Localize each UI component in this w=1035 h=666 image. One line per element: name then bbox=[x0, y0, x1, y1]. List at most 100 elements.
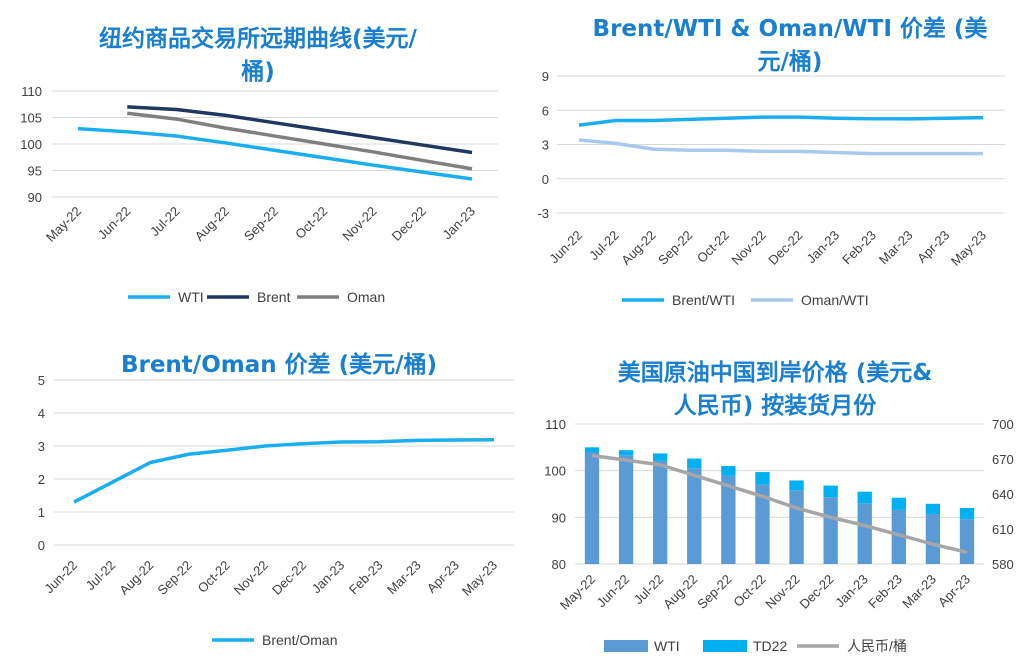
chart-futures-curve: 纽约商品交易所远期曲线(美元/ 桶) 90 95 100 105 110 May-22 J… bbox=[20, 25, 498, 305]
x-tick-label: Aug-22 bbox=[192, 204, 232, 244]
bar-wti bbox=[755, 484, 770, 564]
series-lines bbox=[73, 437, 495, 504]
y-axis-ticks: -3 0 3 6 9 bbox=[537, 69, 549, 221]
x-tick-label: Mar-23 bbox=[899, 572, 939, 612]
bar-wti bbox=[789, 490, 804, 564]
bar-td22 bbox=[721, 466, 736, 476]
x-tick-label: Jul-22 bbox=[83, 558, 119, 594]
legend-label: Oman bbox=[347, 289, 385, 305]
bar-td22 bbox=[823, 485, 838, 498]
series-line-oman-wti bbox=[578, 138, 983, 156]
x-tick-label: Nov-22 bbox=[729, 228, 769, 268]
x-tick-label: Jun-22 bbox=[95, 204, 134, 243]
bar-td22 bbox=[789, 480, 804, 491]
x-tick-label: May-22 bbox=[43, 204, 84, 245]
x-axis-ticks: May-22Jun-22Jul-22Aug-22Sep-22Oct-22Nov-… bbox=[557, 572, 973, 613]
x-tick-label: May-22 bbox=[557, 572, 598, 613]
y-tick-label: 4 bbox=[38, 406, 45, 421]
x-tick-label: Oct-22 bbox=[694, 228, 732, 266]
y-tick-label: 95 bbox=[28, 164, 42, 179]
series-line-wti bbox=[77, 126, 473, 181]
legend: WTI Brent Oman bbox=[128, 289, 385, 305]
legend: WTI TD22 人民币/桶 bbox=[604, 638, 907, 654]
y-tick-label: 2 bbox=[38, 472, 45, 487]
y-axis-ticks: 90 95 100 105 110 bbox=[20, 84, 42, 205]
gridlines bbox=[54, 379, 514, 546]
x-tick-label: Apr-23 bbox=[424, 558, 462, 596]
bar-td22 bbox=[891, 497, 906, 510]
legend-label: Brent/Oman bbox=[262, 632, 337, 648]
x-tick-label: Jan-23 bbox=[439, 204, 478, 243]
y-tick-label: 90 bbox=[552, 510, 566, 525]
x-tick-label: Aug-22 bbox=[618, 228, 658, 268]
gridlines bbox=[575, 423, 984, 565]
x-tick-label: Nov-22 bbox=[762, 572, 802, 612]
y-tick-label: 1 bbox=[38, 505, 45, 520]
legend: Brent/Oman bbox=[212, 632, 337, 648]
series-lines bbox=[77, 105, 473, 181]
y-axis-ticks: 0 1 2 3 4 5 bbox=[38, 373, 45, 553]
x-tick-label: Jan-23 bbox=[309, 558, 348, 597]
x-tick-label: Apr-23 bbox=[914, 228, 952, 266]
legend-label: TD22 bbox=[753, 638, 787, 654]
x-tick-label: Mar-23 bbox=[876, 228, 916, 268]
bar-td22 bbox=[584, 447, 600, 452]
y-tick-label: 0 bbox=[542, 172, 549, 187]
bar-wti bbox=[721, 475, 736, 564]
bar-wti bbox=[653, 460, 668, 564]
y-tick-label: 0 bbox=[38, 538, 45, 553]
x-tick-label: Jul-22 bbox=[147, 204, 183, 240]
x-tick-label: Oct-22 bbox=[195, 558, 233, 596]
chart-title-line-2: 人民币) 按装货月份 bbox=[674, 392, 878, 419]
series-lines bbox=[591, 453, 968, 555]
x-tick-label: Dec-22 bbox=[797, 572, 837, 612]
bar-wti bbox=[857, 503, 872, 564]
x-tick-label: Sep-22 bbox=[655, 228, 695, 268]
x-tick-label: Nov-22 bbox=[339, 204, 379, 244]
bars bbox=[584, 447, 975, 564]
x-tick-label: Aug-22 bbox=[660, 572, 700, 612]
y-tick-label: 5 bbox=[38, 373, 45, 388]
x-tick-label: Jun-22 bbox=[593, 572, 632, 611]
series-line-brent bbox=[127, 105, 473, 155]
bar-td22 bbox=[653, 453, 668, 461]
x-tick-label: Sep-22 bbox=[241, 204, 281, 244]
legend-label: Brent/WTI bbox=[672, 292, 735, 308]
x-tick-label: Feb-23 bbox=[839, 228, 879, 268]
chart-title: Brent/Oman 价差 (美元/桶) bbox=[121, 351, 437, 378]
y-tick-label: 9 bbox=[542, 69, 549, 84]
series-line-rmb bbox=[591, 453, 968, 555]
x-tick-label: Dec-22 bbox=[765, 228, 805, 268]
legend-label: Oman/WTI bbox=[801, 292, 869, 308]
y-tick-label: 90 bbox=[28, 190, 42, 205]
bar-wti bbox=[891, 509, 906, 564]
chart-title-line-2: 元/桶) bbox=[758, 49, 823, 75]
gridlines bbox=[52, 90, 498, 198]
x-tick-label: Apr-23 bbox=[935, 572, 973, 610]
bar-td22 bbox=[925, 503, 941, 515]
y2-tick-label: 610 bbox=[992, 522, 1014, 537]
series-lines bbox=[578, 115, 984, 156]
y-tick-label: 110 bbox=[545, 417, 566, 432]
x-tick-label: Jun-22 bbox=[41, 558, 80, 597]
x-tick-label: Jan-23 bbox=[803, 228, 842, 267]
bar-td22 bbox=[687, 458, 702, 469]
x-tick-label: Jun-22 bbox=[546, 228, 585, 267]
series-line-brent-oman bbox=[73, 437, 495, 504]
series-line-oman bbox=[127, 111, 473, 171]
y2-tick-label: 580 bbox=[992, 557, 1014, 572]
x-tick-label: Oct-22 bbox=[730, 572, 768, 610]
legend-swatch bbox=[703, 640, 747, 652]
chart-title-line-1: 纽约商品交易所远期曲线(美元/ bbox=[99, 25, 418, 52]
y-tick-label: 105 bbox=[20, 111, 42, 126]
chart-title-line-1: Brent/WTI & Oman/WTI 价差 (美 bbox=[593, 15, 988, 42]
x-tick-label: May-23 bbox=[948, 228, 989, 269]
x-tick-label: Sep-22 bbox=[154, 558, 194, 598]
y-tick-label: 3 bbox=[542, 138, 549, 153]
chart-china-landed: 美国原油中国到岸价格 (美元& 人民币) 按装货月份 80 90 100 110 58… bbox=[544, 359, 1014, 654]
x-tick-label: Jan-23 bbox=[832, 572, 871, 611]
y-tick-label: -3 bbox=[537, 206, 549, 221]
legend-swatch bbox=[604, 640, 648, 652]
chart-title-line-2: 桶) bbox=[241, 59, 275, 85]
x-tick-label: Feb-23 bbox=[346, 558, 386, 598]
